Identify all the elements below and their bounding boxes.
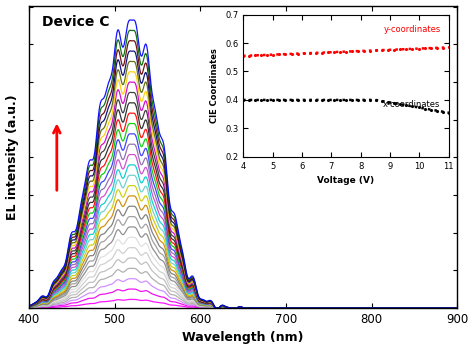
Y-axis label: EL intensity (a.u.): EL intensity (a.u.) bbox=[6, 94, 18, 219]
Text: Device C: Device C bbox=[42, 15, 109, 29]
X-axis label: Wavelength (nm): Wavelength (nm) bbox=[182, 331, 304, 344]
